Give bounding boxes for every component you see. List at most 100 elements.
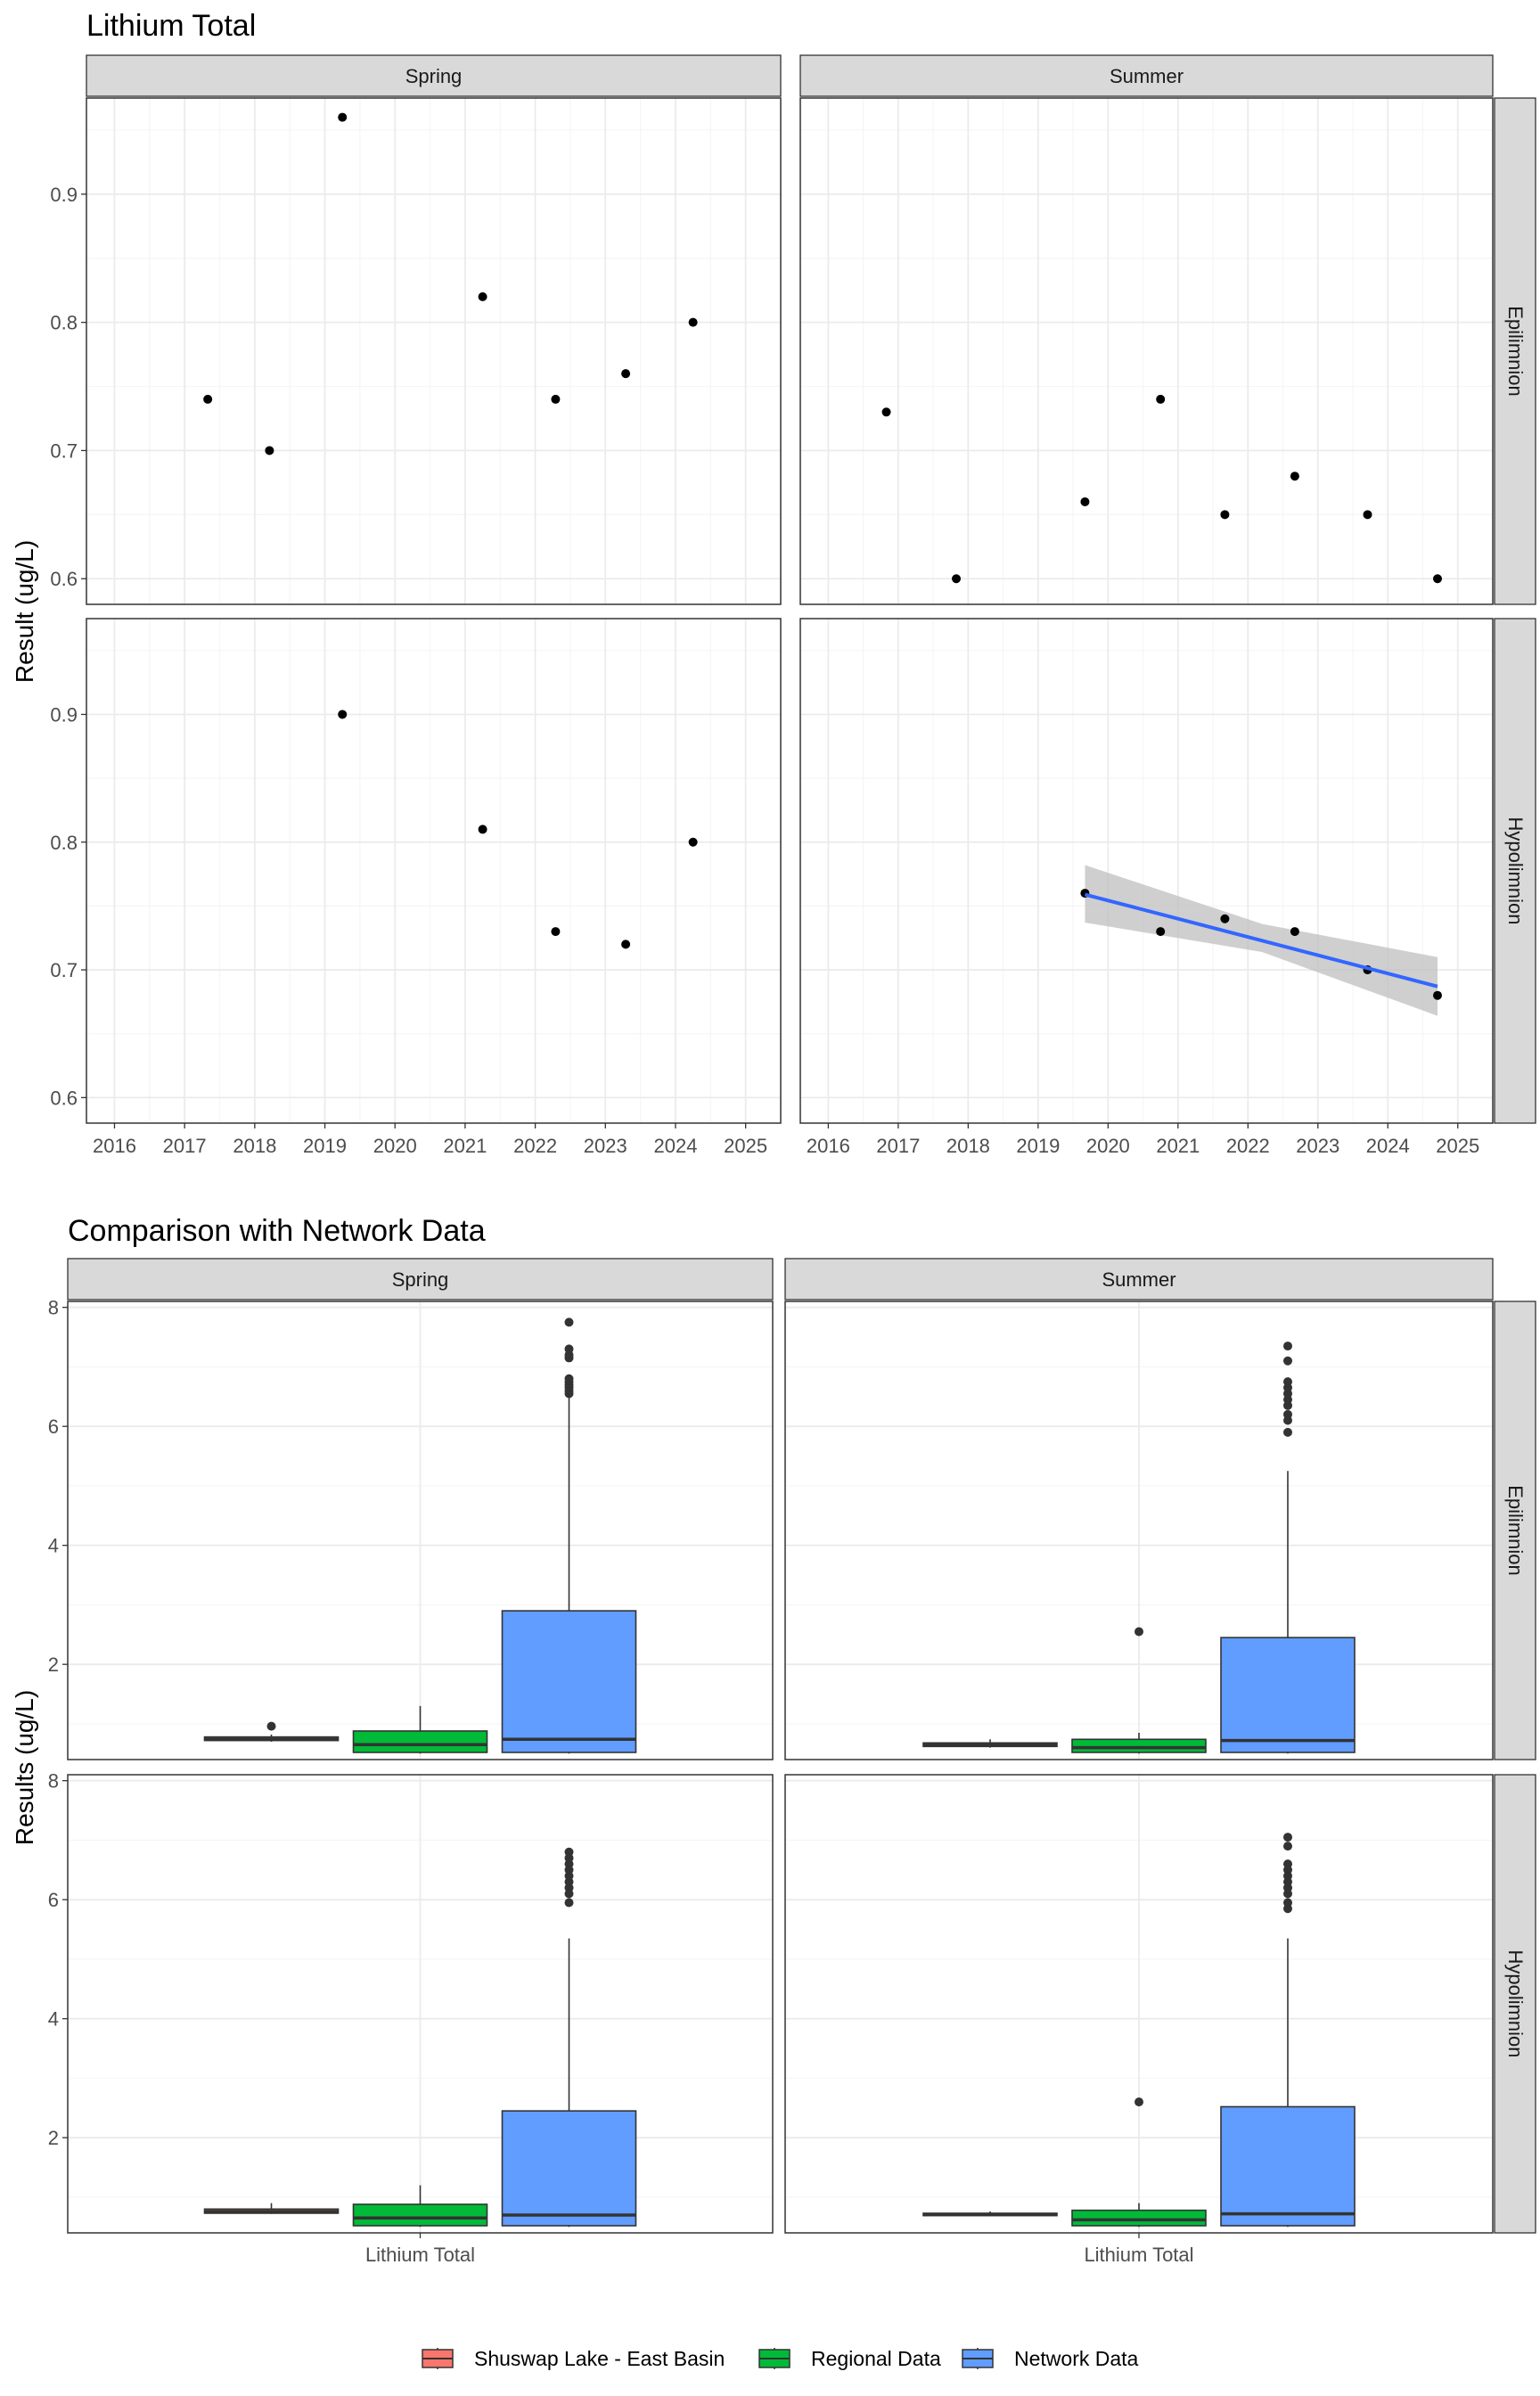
strip-label-epilimnion-2: Epilimnion (1504, 1485, 1527, 1576)
data-point (478, 825, 487, 834)
outlier-point (1283, 1342, 1292, 1351)
boxpanel-summer-hypolimnion: Lithium Total (784, 1774, 1494, 2266)
legend-item-regional-data: Regional Data (758, 2347, 941, 2370)
data-point (1156, 927, 1166, 937)
box-regional-data (1071, 1627, 1207, 1754)
y-tick-label: 0.6 (50, 1087, 78, 1109)
strip-label-summer-2: Summer (1102, 1268, 1175, 1291)
legend: Shuswap Lake - East Basin Regional Data Ne… (422, 2347, 1139, 2370)
y-tick-label: 0.8 (50, 312, 78, 334)
panel-summer-hypolimnion: 2016 2017 2018 2019 2020 2021 2022 2023 2024 2025 (799, 618, 1494, 1157)
box-shuswap-lake-east-basin (922, 2211, 1058, 2217)
strip-label-summer-1: Summer (1110, 65, 1184, 87)
outlier-point (266, 1721, 276, 1731)
x-tick-label: 2024 (653, 1135, 697, 1157)
outlier-point (564, 1847, 574, 1857)
box-shuswap-lake-east-basin (922, 1739, 1058, 1748)
panel-border (799, 618, 1494, 1124)
panel-border (86, 618, 782, 1124)
panel-border (799, 97, 1494, 605)
box-network-data (501, 1317, 637, 1754)
trend-line (1084, 892, 1438, 989)
x-tick-label: 2020 (1086, 1135, 1130, 1157)
data-point (338, 710, 348, 719)
panel-spring-epilimnion: 0.6 0.7 0.8 0.9 (50, 97, 782, 605)
box-regional-data (352, 2185, 488, 2228)
strip-column-summer-1 (799, 54, 1494, 97)
strip-row-epilimnion-1 (1494, 97, 1536, 605)
legend-label: Shuswap Lake - East Basin (474, 2347, 725, 2370)
y-axis-title-1: Result (ug/L) (11, 540, 38, 683)
panel-summer-epilimnion (799, 97, 1494, 605)
panel-border (86, 97, 782, 605)
y-tick-label: 2 (48, 2127, 59, 2149)
box-iqr (1071, 2209, 1207, 2227)
outlier-point (564, 1317, 574, 1327)
strip-column-spring-2 (67, 1258, 774, 1301)
x-tick-label: 2018 (233, 1135, 276, 1157)
outlier-point (564, 1898, 574, 1908)
data-point (478, 291, 487, 301)
box-iqr (1071, 1738, 1207, 1753)
y-tick-label: 6 (48, 1415, 59, 1438)
outlier-point (1135, 1627, 1143, 1637)
x-tick-label: 2016 (93, 1135, 136, 1157)
outlier-point (564, 1344, 574, 1354)
strip-label-hypolimnion-2: Hypolimnion (1504, 1949, 1527, 2057)
outlier-point (1283, 1833, 1292, 1842)
y-tick-label: 6 (48, 1889, 59, 1911)
outlier-point (1283, 1859, 1292, 1869)
x-tick-label: Lithium Total (365, 2244, 475, 2266)
x-tick-label: 2024 (1366, 1135, 1410, 1157)
strip-column-spring-1 (86, 54, 782, 97)
data-point (952, 574, 962, 584)
y-tick-label: 0.8 (50, 832, 78, 854)
y-tick-label: 0.9 (50, 184, 78, 206)
data-point (338, 112, 348, 122)
box-network-data (1220, 1833, 1356, 2228)
outlier-point (1283, 1427, 1292, 1437)
outlier-point (1135, 2097, 1143, 2107)
data-point (1363, 510, 1372, 520)
y-axis-title-2: Results (ug/L) (11, 1690, 38, 1845)
data-point (1080, 496, 1090, 506)
y-tick-label: 2 (48, 1653, 59, 1676)
x-tick-label: 2025 (724, 1135, 767, 1157)
data-point (265, 446, 274, 455)
legend-label: Network Data (1014, 2347, 1139, 2370)
box-iqr (501, 1610, 637, 1753)
data-point (1290, 927, 1299, 937)
y-tick-label: 8 (48, 1297, 59, 1319)
x-tick-label: 2020 (373, 1135, 417, 1157)
data-point (1290, 472, 1299, 481)
y-tick-label: 0.7 (50, 959, 78, 981)
outlier-point (1283, 1842, 1292, 1851)
y-tick-label: 8 (48, 1770, 59, 1793)
strip-row-epilimnion-2 (1494, 1301, 1536, 1760)
data-point (1156, 394, 1166, 404)
data-point (621, 369, 631, 379)
data-point (1432, 574, 1442, 584)
outlier-point (564, 1374, 574, 1383)
box-shuswap-lake-east-basin (203, 1721, 340, 1742)
outlier-point (1283, 1409, 1292, 1419)
x-tick-label: 2023 (584, 1135, 627, 1157)
y-tick-label: 4 (48, 2008, 59, 2031)
panel-border (67, 1301, 774, 1760)
box-iqr (1220, 1637, 1356, 1753)
panel-border (784, 1301, 1494, 1760)
y-tick-label: 0.9 (50, 703, 78, 726)
box-network-data (501, 1847, 637, 2228)
data-point (1220, 510, 1230, 520)
data-point (1220, 914, 1230, 923)
x-tick-label: 2017 (163, 1135, 207, 1157)
strip-label-spring-2: Spring (392, 1268, 449, 1291)
outlier-point (1283, 1377, 1292, 1387)
strip-row-hypolimnion-1 (1494, 618, 1536, 1124)
data-point (621, 940, 631, 949)
box-network-data (1220, 1342, 1356, 1754)
y-tick-label: 0.7 (50, 439, 78, 462)
data-point (203, 394, 213, 404)
box-iqr (352, 1730, 488, 1753)
